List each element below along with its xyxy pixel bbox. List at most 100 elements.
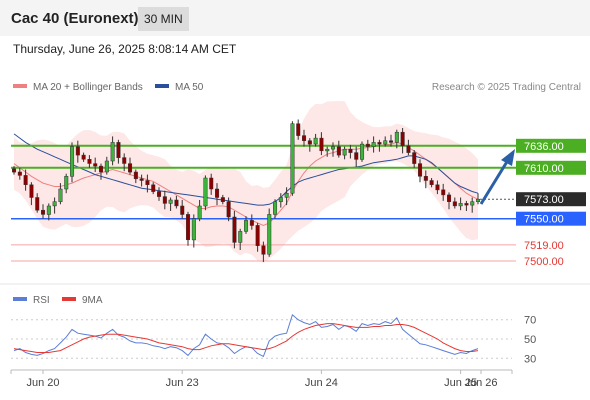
candle-body-bear: [249, 220, 254, 226]
candle: [302, 129, 307, 147]
candle-body-bear: [139, 178, 144, 181]
source-credit: Research © 2025 Trading Central: [432, 82, 581, 93]
candle-body-bear: [296, 123, 301, 136]
candle: [429, 178, 434, 188]
candle: [458, 197, 463, 211]
rsi-legend: RSI 9MA: [13, 295, 103, 306]
candle: [383, 136, 388, 147]
candle: [139, 174, 144, 187]
candle: [197, 200, 202, 222]
candle: [29, 182, 34, 206]
legend-label-ma50: MA 50: [175, 82, 204, 93]
candle: [151, 182, 156, 195]
candle: [319, 132, 324, 156]
candle-body-bull: [58, 188, 63, 202]
rsi-tick-label: 50: [524, 334, 536, 346]
candle-body-bear: [220, 197, 225, 202]
candle-body-bull: [191, 218, 196, 241]
rsi-9ma-line: [13, 323, 479, 353]
candle-body-bear: [447, 194, 452, 202]
candle: [278, 193, 283, 208]
candle-body-bear: [302, 135, 307, 141]
candle: [412, 150, 417, 168]
legend-label-rsi: RSI: [33, 295, 50, 306]
candle-body-bear: [441, 189, 446, 196]
candle: [423, 170, 428, 189]
candle: [389, 134, 394, 147]
candle: [418, 159, 423, 183]
candle: [93, 157, 98, 172]
candlesticks: [12, 119, 481, 262]
candle-body-bear: [209, 177, 214, 190]
candle-body-bull: [331, 146, 336, 150]
legend-swatch-9ma: [62, 297, 76, 301]
candle: [203, 175, 208, 211]
candle-body-bull: [203, 177, 208, 207]
candle-body-bull: [470, 201, 475, 206]
candle-body-bear: [133, 171, 138, 180]
chart-header: Cac 40 (Euronext) 30 MIN: [0, 0, 590, 36]
ma50-line: [13, 133, 479, 206]
candle-body-bull: [278, 197, 283, 202]
bollinger-band-fill: [14, 101, 478, 263]
candle-body-bear: [226, 201, 231, 218]
candle-body-bull: [110, 142, 115, 162]
candle: [244, 216, 249, 234]
candle-body-bear: [122, 157, 127, 164]
candle: [336, 140, 341, 158]
candle-body-bull: [104, 160, 109, 173]
candle: [70, 142, 75, 183]
timeframe-button[interactable]: 30 MIN: [138, 7, 189, 31]
resistance-label: 7636.00: [524, 141, 564, 153]
candle-body-bear: [365, 143, 370, 147]
rsi-tick-label: 30: [524, 353, 536, 365]
candle-body-bear: [261, 245, 266, 255]
candle-body-bull: [64, 176, 69, 190]
candle-body-bull: [284, 192, 289, 198]
candle: [157, 187, 162, 201]
candle: [168, 197, 173, 211]
candle: [52, 197, 57, 214]
candle-body-bear: [128, 163, 133, 173]
forecast-arrow-shaft: [479, 159, 510, 205]
candle-body-bull: [325, 148, 330, 152]
main-legend: MA 20 + Bollinger Bands MA 50 Research ©…: [13, 82, 581, 93]
candle-body-bear: [389, 140, 394, 143]
candle: [354, 146, 359, 167]
legend-swatch-rsi: [13, 297, 27, 301]
candle-body-bull: [342, 148, 347, 156]
candle-body-bull: [371, 142, 376, 147]
candle-body-bear: [23, 175, 28, 185]
forecast-arrow-head: [501, 149, 515, 166]
candle-body-bear: [215, 188, 220, 198]
candle-body-bear: [87, 159, 92, 164]
rsi-tick-label: 70: [524, 315, 536, 327]
candle-body-bear: [116, 142, 121, 158]
candle: [307, 138, 312, 152]
rsi-line: [13, 314, 479, 358]
candle: [464, 200, 469, 211]
candle: [41, 204, 46, 219]
candle: [64, 173, 69, 194]
candle-body-bull: [267, 214, 272, 255]
candle: [215, 183, 220, 206]
candle: [145, 174, 150, 193]
candle-body-bear: [12, 168, 17, 173]
candle: [476, 193, 481, 205]
candle-body-bull: [52, 201, 57, 207]
candle-body-bear: [162, 196, 167, 204]
candle-body-bear: [418, 163, 423, 177]
legend-label-ma20: MA 20 + Bollinger Bands: [33, 82, 143, 93]
candle: [174, 195, 179, 209]
forecast-arrow: [479, 149, 515, 205]
candle-body-bear: [423, 176, 428, 181]
candle-body-bull: [46, 205, 51, 215]
current-price-label: 7573.00: [524, 194, 564, 206]
candle: [17, 167, 22, 180]
candle-body-bear: [174, 199, 179, 207]
candle: [325, 146, 330, 157]
candle: [360, 141, 365, 162]
candle-body-bear: [377, 142, 382, 145]
